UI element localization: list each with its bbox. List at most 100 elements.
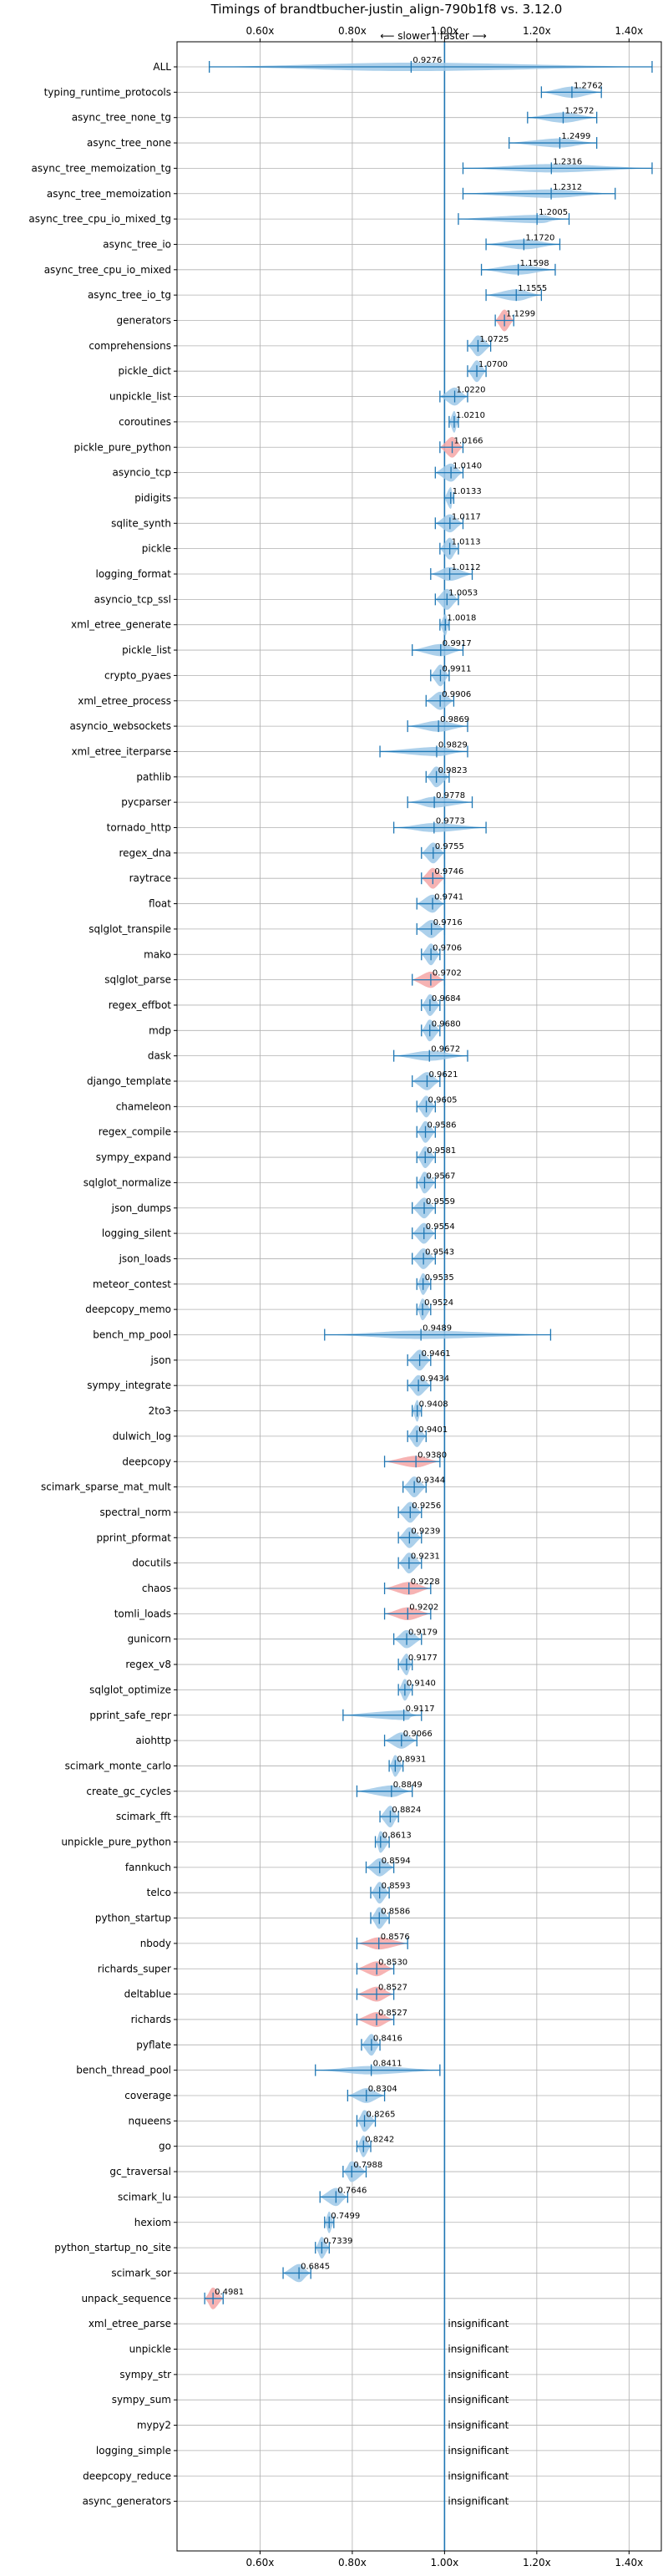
benchmark-label: async_tree_io_tg <box>88 289 171 301</box>
benchmark-label: pickle <box>142 543 171 555</box>
benchmark-label: chameleon <box>116 1100 171 1112</box>
value-label: 0.9461 <box>422 1349 451 1359</box>
value-label: 0.9344 <box>416 1476 445 1486</box>
value-label: 0.9231 <box>411 1552 440 1562</box>
benchmark-label: hexiom <box>134 2217 171 2228</box>
value-label: 0.7339 <box>323 2237 352 2246</box>
benchmark-label: coroutines <box>119 416 171 428</box>
insignificant-label: insignificant <box>448 2394 509 2406</box>
benchmark-label: sympy_expand <box>96 1151 171 1163</box>
value-label: 0.9401 <box>418 1425 448 1435</box>
value-label: 0.9778 <box>436 791 465 800</box>
benchmark-label: deltablue <box>124 1989 171 2000</box>
value-label: 0.7646 <box>337 2186 367 2195</box>
benchmark-label: coverage <box>124 2090 171 2101</box>
value-label: 0.9716 <box>433 918 463 927</box>
insignificant-label: insignificant <box>448 2470 509 2482</box>
value-label: 0.9906 <box>442 690 471 699</box>
benchmark-label: bench_mp_pool <box>93 1329 171 1341</box>
value-label: 0.8576 <box>381 1933 410 1942</box>
benchmark-label: pathlib <box>136 771 171 783</box>
value-label: 0.6845 <box>301 2262 330 2271</box>
benchmark-label: scimark_sparse_mat_mult <box>41 1481 171 1493</box>
value-label: 0.8242 <box>365 2136 394 2145</box>
value-label: 1.0117 <box>452 512 481 521</box>
value-label: 0.9256 <box>412 1501 441 1511</box>
benchmark-label: gunicorn <box>128 1633 171 1645</box>
benchmark-label: deepcopy_reduce <box>83 2470 171 2482</box>
plot-frame <box>176 41 662 2552</box>
insignificant-label: insignificant <box>448 2445 509 2457</box>
value-label: 0.9869 <box>440 715 469 724</box>
benchmark-label: pickle_list <box>122 644 171 656</box>
benchmark-label: raytrace <box>129 872 171 884</box>
value-label: 1.0700 <box>478 360 508 369</box>
benchmark-label: aiohttp <box>135 1735 171 1746</box>
benchmark-label: create_gc_cycles <box>86 1786 171 1797</box>
value-label: 0.9621 <box>428 1070 458 1080</box>
benchmark-label: async_tree_cpu_io_mixed <box>44 264 171 276</box>
benchmark-label: pidigits <box>134 492 171 504</box>
value-label: 1.2312 <box>553 183 582 192</box>
benchmark-label: regex_dna <box>119 847 171 859</box>
benchmark-label: async_tree_none_tg <box>72 112 171 124</box>
benchmark-label: comprehensions <box>89 340 171 352</box>
benchmark-label: pprint_safe_repr <box>89 1710 171 1721</box>
value-label: 1.1299 <box>506 310 535 319</box>
benchmark-label: json <box>149 1354 171 1366</box>
benchmark-label: json_loads <box>119 1252 171 1264</box>
benchmark-label: tomli_loads <box>114 1608 171 1619</box>
insignificant-label: insignificant <box>448 2344 509 2355</box>
benchmark-label: nqueens <box>129 2115 171 2126</box>
benchmark-label: xml_etree_iterparse <box>71 745 171 757</box>
value-label: 0.9559 <box>426 1197 455 1207</box>
insignificant-label: insignificant <box>448 2318 509 2330</box>
value-label: 0.8530 <box>378 1958 407 1967</box>
value-label: 0.9239 <box>411 1527 440 1536</box>
value-label: 0.8931 <box>397 1755 426 1764</box>
value-label: 1.1720 <box>525 233 554 242</box>
value-label: 0.9554 <box>426 1222 455 1232</box>
benchmark-label: gc_traversal <box>109 2166 171 2177</box>
value-label: 1.2572 <box>564 107 594 116</box>
benchmark-label: sqlglot_optimize <box>89 1684 171 1695</box>
x-tick-label-top: 0.80x <box>338 25 367 37</box>
benchmark-label: dask <box>148 1050 171 1062</box>
insignificant-label: insignificant <box>448 2369 509 2380</box>
benchmark-label: fannkuch <box>125 1862 171 1873</box>
benchmark-label: float <box>149 898 171 910</box>
value-label: 0.9605 <box>428 1095 458 1105</box>
value-label: 0.9581 <box>427 1146 456 1156</box>
x-tick-label-top: 1.40x <box>615 25 643 37</box>
benchmark-label: spectral_norm <box>99 1506 171 1518</box>
benchmark-label: async_tree_cpu_io_mixed_tg <box>28 213 171 225</box>
benchmark-label: async_tree_none <box>87 137 171 149</box>
benchmark-label: sympy_str <box>119 2369 171 2380</box>
benchmark-label: asyncio_tcp_ssl <box>94 593 171 605</box>
benchmark-label: sqlglot_parse <box>104 974 171 986</box>
benchmark-label: deepcopy <box>122 1456 171 1467</box>
value-label: 0.9684 <box>432 994 461 1003</box>
x-tick-label-top: 0.60x <box>246 25 275 37</box>
value-label: 0.9680 <box>432 1019 461 1029</box>
benchmark-label: pyflate <box>136 2039 171 2050</box>
value-label: 0.8824 <box>392 1806 421 1815</box>
benchmark-label: nbody <box>140 1938 171 1949</box>
benchmark-label: pickle_pure_python <box>74 441 171 453</box>
value-label: 1.1598 <box>520 259 549 268</box>
x-tick-label-top: 1.00x <box>430 25 458 37</box>
x-tick-label-bottom: 0.60x <box>246 2557 275 2568</box>
benchmark-label: regex_effbot <box>109 999 172 1011</box>
benchmark-label: generators <box>116 315 171 327</box>
benchmark-label: pycparser <box>121 796 171 808</box>
value-label: 0.9202 <box>409 1603 438 1612</box>
benchmark-label: deepcopy_memo <box>85 1303 171 1315</box>
benchmark-label: tornado_http <box>107 822 171 834</box>
value-label: 0.9911 <box>442 664 471 673</box>
x-tick-label-bottom: 1.00x <box>430 2557 458 2568</box>
value-label: 1.2316 <box>553 157 582 166</box>
benchmark-label: richards <box>131 2014 171 2025</box>
benchmark-label: pprint_pformat <box>97 1532 172 1543</box>
value-label: 0.8527 <box>378 1984 407 1993</box>
value-label: 0.9672 <box>431 1045 460 1054</box>
